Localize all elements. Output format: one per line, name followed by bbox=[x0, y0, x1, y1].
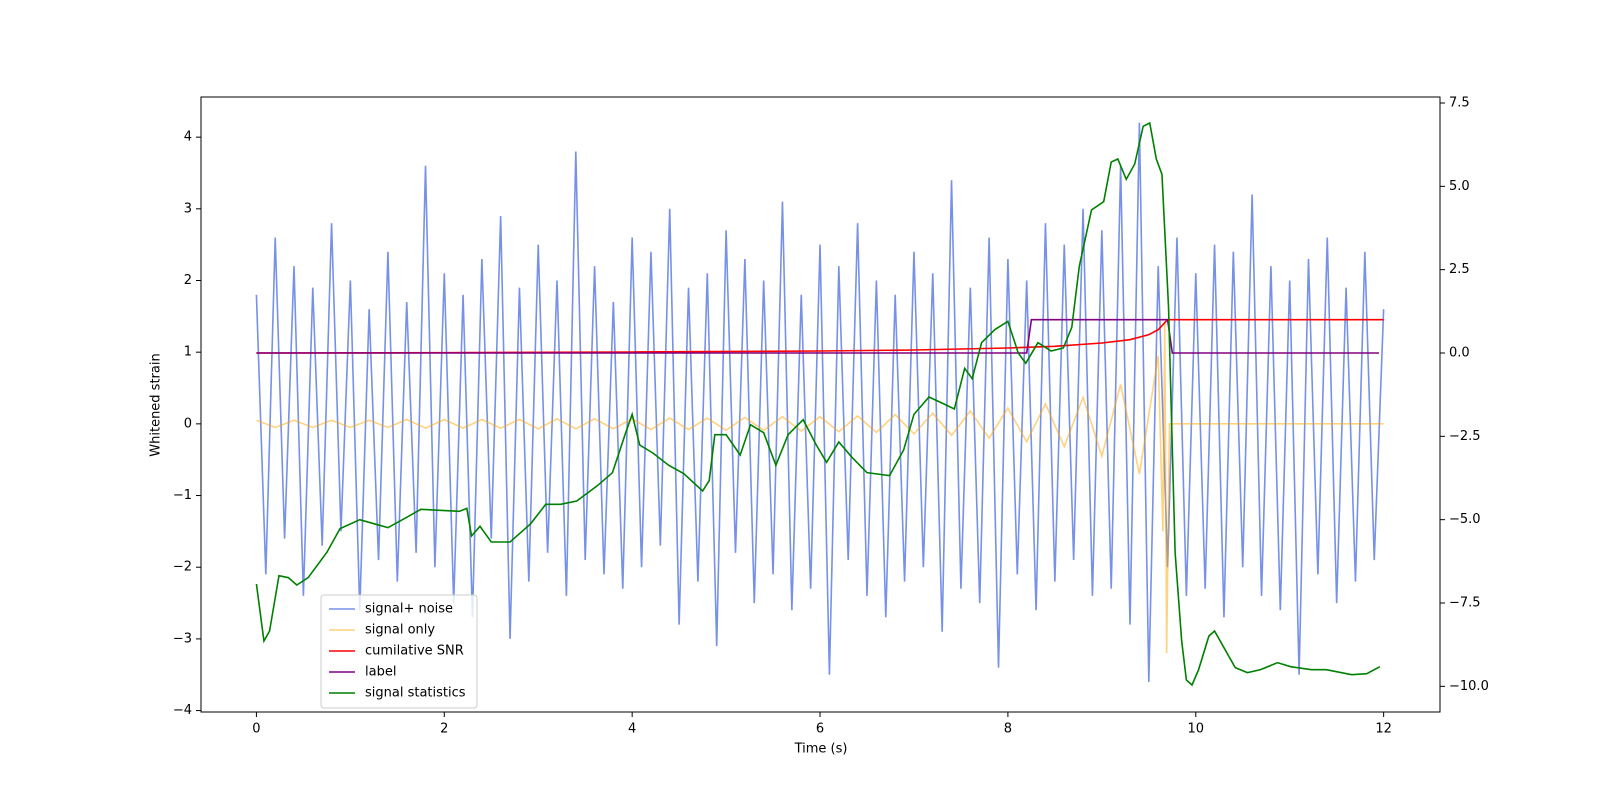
series-line bbox=[256, 323, 1384, 654]
legend-box bbox=[320, 594, 478, 709]
y2-tick-label: 7.5 bbox=[1449, 96, 1470, 111]
x-tick-label: 0 bbox=[252, 722, 260, 737]
y-tick-label: 1 bbox=[184, 345, 192, 360]
y-tick-label: 2 bbox=[184, 273, 192, 288]
y-tick-label: 0 bbox=[184, 416, 192, 431]
y-tick-label: 4 bbox=[184, 130, 192, 145]
x-tick-label: 2 bbox=[440, 722, 448, 737]
series-line bbox=[255, 122, 1385, 682]
legend-label: signal only bbox=[365, 623, 435, 638]
legend-label: signal+ noise bbox=[365, 602, 453, 617]
y-tick-label: 3 bbox=[184, 201, 192, 216]
x-tick-label: 8 bbox=[1004, 722, 1012, 737]
y-axis-label: Whitened strain bbox=[149, 353, 164, 456]
y2-tick-label: −10.0 bbox=[1449, 679, 1489, 694]
y2-tick-label: 5.0 bbox=[1449, 179, 1470, 194]
y2-tick-label: 0.0 bbox=[1449, 346, 1470, 361]
series-line bbox=[255, 121, 1381, 687]
legend-label: cumilative SNR bbox=[365, 644, 464, 659]
series-line bbox=[256, 318, 1379, 354]
y-tick-label: −4 bbox=[173, 703, 192, 718]
legend-label: signal statistics bbox=[365, 686, 466, 701]
y-tick-label: −3 bbox=[173, 631, 192, 646]
x-tick-label: 12 bbox=[1375, 722, 1392, 737]
x-tick-label: 4 bbox=[628, 722, 636, 737]
y-tick-label: −1 bbox=[173, 488, 192, 503]
y2-tick-label: −5.0 bbox=[1449, 512, 1481, 527]
legend-label: label bbox=[365, 665, 396, 680]
series-line bbox=[256, 318, 1384, 354]
y2-tick-label: 2.5 bbox=[1449, 262, 1470, 277]
y2-tick-label: −2.5 bbox=[1449, 429, 1481, 444]
x-tick-label: 10 bbox=[1187, 722, 1204, 737]
x-axis-label: Time (s) bbox=[794, 742, 848, 757]
y2-tick-label: −7.5 bbox=[1449, 596, 1481, 611]
x-tick-label: 6 bbox=[816, 722, 824, 737]
y-tick-label: −2 bbox=[173, 560, 192, 575]
